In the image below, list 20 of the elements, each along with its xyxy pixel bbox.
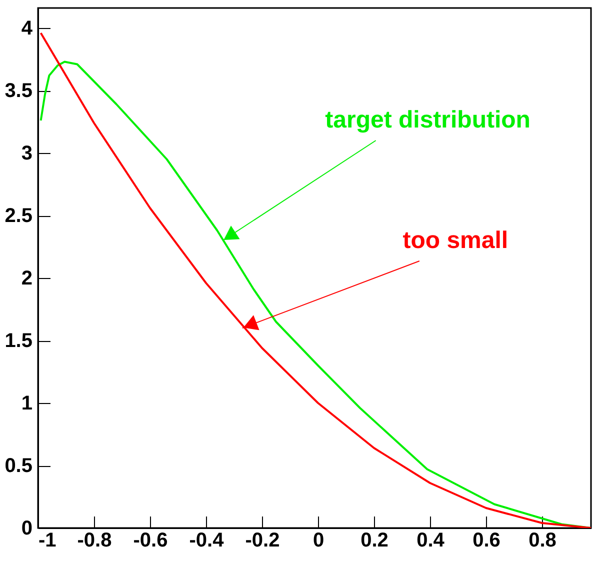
y-tick-label: 3.5 xyxy=(4,80,32,102)
x-tick-label: 0.8 xyxy=(528,530,556,552)
x-tick-label: -0.6 xyxy=(133,530,168,552)
x-tick-label: -0.8 xyxy=(77,530,112,552)
x-tick-label: 0.2 xyxy=(360,530,388,552)
y-tick-label: 0.5 xyxy=(4,455,32,477)
x-tick-label: 0.4 xyxy=(416,530,446,552)
y-tick-label: 2 xyxy=(21,268,32,290)
annotation: target distribution xyxy=(325,106,530,134)
y-tick-label: 3 xyxy=(21,142,32,164)
y-tick-label: 1.5 xyxy=(4,330,32,352)
y-tick-label: 2.5 xyxy=(4,205,32,227)
x-tick-label: 0.6 xyxy=(472,530,500,552)
x-tick-label: 0 xyxy=(312,530,324,552)
x-tick-label: -1 xyxy=(38,530,56,552)
annotation: too small xyxy=(402,227,508,254)
y-tick-label: 4 xyxy=(21,18,34,40)
x-tick-label: -0.2 xyxy=(245,530,280,552)
x-tick-label: -0.4 xyxy=(189,530,225,552)
y-tick-label: 1 xyxy=(21,392,32,414)
